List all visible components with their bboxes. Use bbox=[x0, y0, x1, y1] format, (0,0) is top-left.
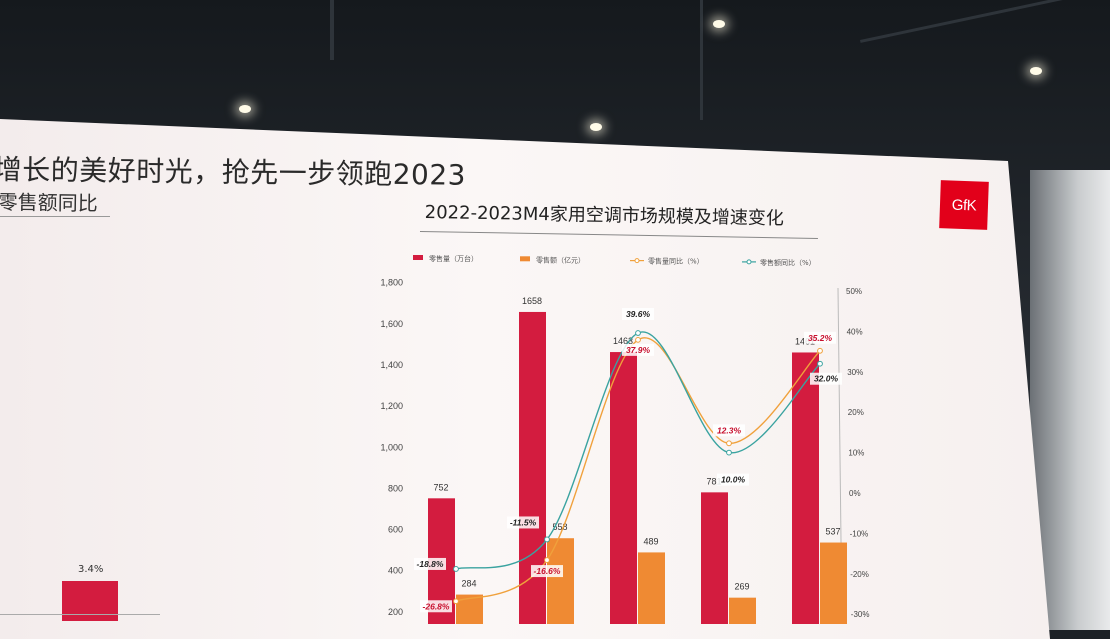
market-chart: 1,800 1,600 1,400 1,200 1,000 800 600 400 200 50%… bbox=[380, 254, 870, 624]
legend-swatch bbox=[520, 256, 530, 262]
ceiling-lamp bbox=[590, 123, 602, 131]
volume-yoy-label-box bbox=[531, 565, 563, 578]
legend-label: 零售额同比（%） bbox=[760, 258, 816, 267]
volume-bar bbox=[610, 352, 637, 624]
revenue-yoy-label: -18.8% bbox=[417, 559, 444, 569]
revenue-yoy-label-box bbox=[810, 372, 842, 385]
revenue-bar-label: 269 bbox=[734, 582, 749, 592]
revenue-yoy-label: 39.6% bbox=[626, 309, 651, 319]
revenue-yoy-point bbox=[635, 330, 641, 336]
left-title-underline bbox=[0, 216, 110, 217]
volume-yoy-label-box bbox=[420, 600, 452, 613]
y-left-tick-label: 1,800 bbox=[380, 278, 403, 288]
volume-yoy-label-box bbox=[622, 343, 654, 356]
volume-yoy-label: 35.2% bbox=[808, 333, 833, 343]
y-left-tick-label: 1,600 bbox=[380, 319, 403, 329]
y-left-tick-label: 800 bbox=[388, 483, 403, 493]
ceiling-beam bbox=[700, 0, 703, 120]
y-right-tick-label: -30% bbox=[851, 610, 870, 619]
revenue-yoy-label: 32.0% bbox=[814, 374, 839, 384]
revenue-yoy-label-box bbox=[507, 516, 539, 529]
side-wall bbox=[1030, 170, 1110, 630]
volume-bar-label: 1463 bbox=[613, 336, 633, 346]
ceiling-lamp bbox=[239, 105, 251, 113]
y-left-tick-label: 400 bbox=[388, 566, 403, 576]
revenue-bar-label: 284 bbox=[461, 579, 476, 589]
revenue-yoy-label-box bbox=[717, 473, 749, 486]
revenue-bar bbox=[729, 597, 756, 624]
revenue-bar bbox=[638, 552, 665, 624]
revenue-yoy-point bbox=[726, 449, 732, 456]
left-chart-axis bbox=[0, 614, 160, 615]
revenue-bar-label: 537 bbox=[825, 527, 840, 537]
revenue-yoy-point bbox=[817, 360, 823, 367]
volume-yoy-point bbox=[817, 347, 823, 354]
legend-marker bbox=[746, 259, 752, 265]
ceiling-lamp bbox=[713, 20, 725, 28]
volume-yoy-label: 37.9% bbox=[626, 345, 651, 355]
revenue-bar-label: 489 bbox=[643, 536, 658, 546]
y-right-tick-label: 10% bbox=[848, 449, 864, 458]
y-right-tick-label: 20% bbox=[848, 408, 864, 417]
volume-yoy-label-box bbox=[804, 331, 836, 344]
y-left-tick-label: 1,400 bbox=[380, 360, 403, 370]
y-right-tick-label: -20% bbox=[850, 570, 869, 579]
volume-bar bbox=[701, 492, 728, 624]
volume-yoy-point bbox=[453, 598, 459, 605]
volume-yoy-label: -16.6% bbox=[534, 566, 561, 576]
y-right-tick-label: 30% bbox=[847, 368, 863, 377]
revenue-yoy-label-box bbox=[622, 308, 654, 321]
volume-bar bbox=[792, 352, 819, 624]
revenue-bar-label: 558 bbox=[552, 522, 567, 532]
y-left-tick-label: 200 bbox=[388, 607, 403, 617]
volume-yoy-point bbox=[635, 336, 641, 343]
revenue-yoy-line bbox=[455, 331, 821, 570]
ceiling-lamp bbox=[1030, 67, 1042, 75]
legend-label: 零售量同比（%） bbox=[648, 257, 704, 266]
revenue-yoy-label-box bbox=[414, 557, 446, 570]
y-right-tick-label: 0% bbox=[849, 489, 861, 498]
volume-yoy-label: 12.3% bbox=[717, 425, 742, 435]
ceiling-beam bbox=[330, 0, 334, 60]
y-left-tick-label: 600 bbox=[388, 525, 403, 535]
volume-yoy-label: -26.8% bbox=[423, 601, 450, 611]
legend-label: 零售额（亿元） bbox=[536, 255, 585, 264]
revenue-yoy-label: -11.5% bbox=[510, 517, 537, 527]
legend-marker bbox=[634, 258, 640, 264]
volume-bar-label: 1658 bbox=[522, 296, 542, 306]
volume-yoy-point bbox=[726, 440, 732, 447]
legend-label: 零售量（万台） bbox=[429, 254, 478, 263]
revenue-yoy-point bbox=[453, 566, 459, 572]
revenue-yoy-label: 10.0% bbox=[721, 475, 746, 485]
revenue-bar bbox=[547, 538, 574, 624]
y-right-tick-label: -10% bbox=[850, 529, 869, 538]
legend-swatch bbox=[413, 255, 423, 260]
y-right-tick-label: 40% bbox=[847, 327, 863, 336]
revenue-yoy-point bbox=[544, 536, 550, 543]
y-left-tick-label: 1,200 bbox=[380, 401, 403, 411]
volume-yoy-point bbox=[544, 557, 550, 563]
volume-yoy-label-box bbox=[713, 424, 745, 437]
revenue-bar bbox=[820, 542, 847, 624]
volume-bar-label: 781 bbox=[706, 476, 721, 486]
y-right-tick-label: 50% bbox=[846, 287, 862, 296]
left-chart-value-label: 3.4% bbox=[78, 564, 104, 575]
y-left-tick-label: 1,000 bbox=[380, 442, 403, 452]
volume-bar-label: 752 bbox=[433, 482, 448, 492]
